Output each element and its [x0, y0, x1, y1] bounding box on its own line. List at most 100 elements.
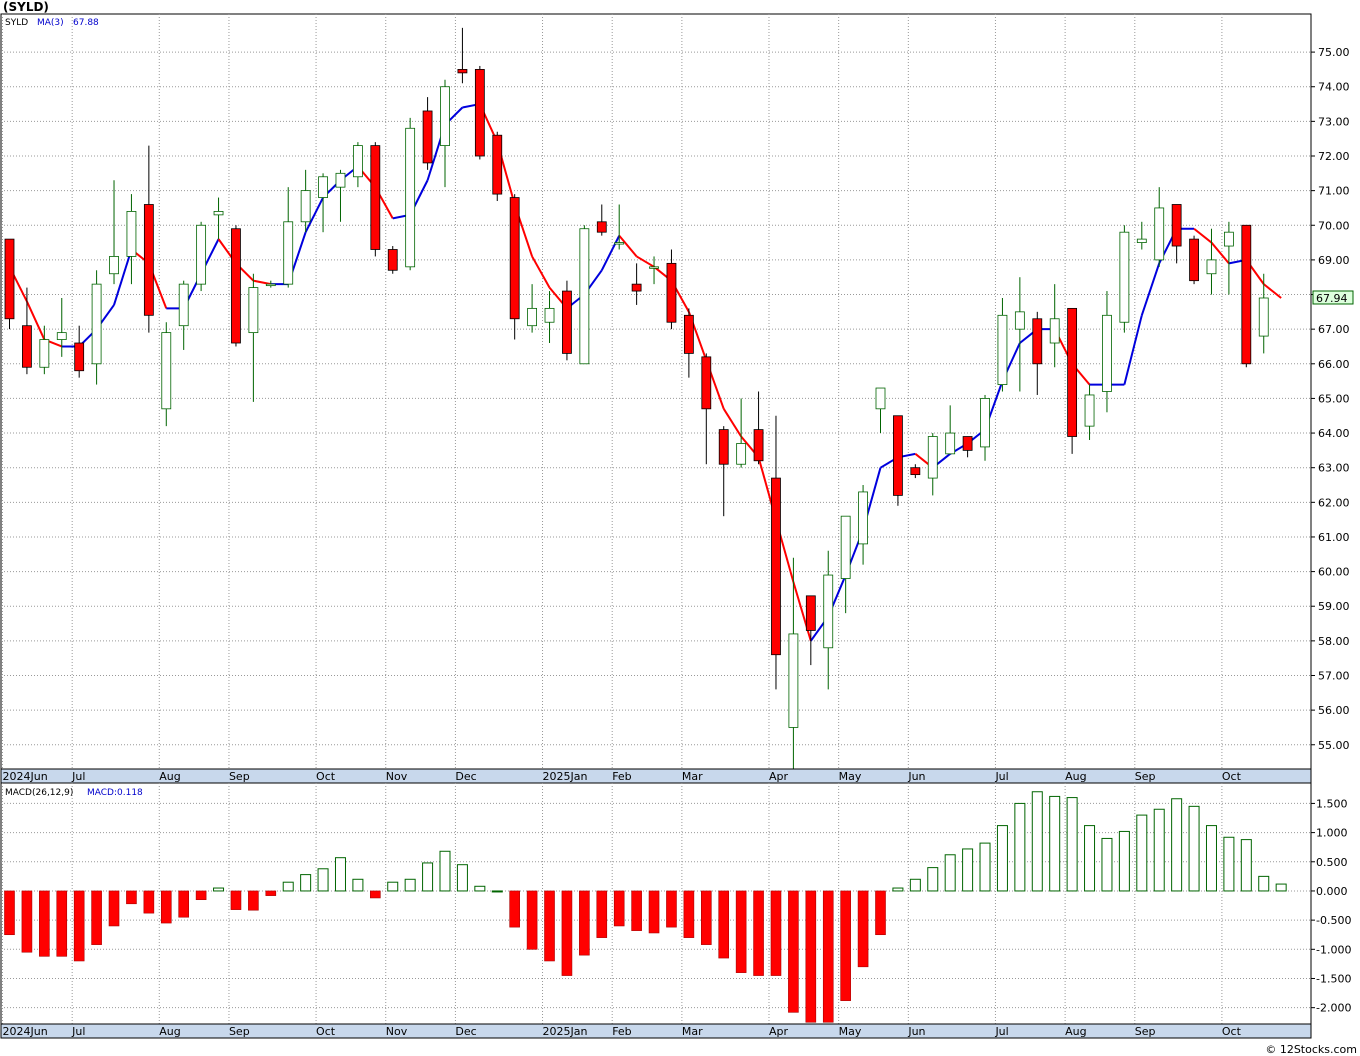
macd-bar-positive: [1275, 883, 1287, 892]
candle-body-up: [788, 633, 799, 728]
date-labels-bottom: 2024Jun Jul Aug Sep Oct Nov Dec 2025Jan Feb Mar Ap…: [3, 1025, 1242, 1038]
candle-body-down: [718, 429, 729, 465]
candle-body-down: [457, 69, 468, 74]
candle-body-up: [544, 307, 555, 323]
macd-bar-positive: [1188, 805, 1200, 892]
candle-body-up: [248, 287, 259, 334]
macd-bar-negative: [178, 890, 189, 918]
month-label: Oct: [316, 1025, 336, 1038]
month-label: Aug: [159, 1025, 180, 1038]
candle-body-down: [1171, 204, 1182, 247]
candle-body-up: [527, 307, 537, 327]
candle-body-up: [875, 387, 886, 410]
month-label: May: [839, 770, 862, 783]
price-tick-label: 73.00: [1318, 115, 1350, 128]
month-label: Sep: [1135, 770, 1156, 783]
month-label: Jul: [994, 770, 1008, 783]
candle-body-down: [492, 134, 503, 195]
price-tick-label: 57.00: [1318, 669, 1350, 682]
candle-body-up: [39, 339, 50, 368]
month-label: 2025Jan: [543, 1025, 588, 1038]
price-panel-frame: [0, 13, 1312, 770]
candle-body-up: [1224, 231, 1234, 247]
macd-bar-negative: [822, 890, 834, 1023]
candle-body-up: [736, 443, 747, 465]
candle-body-up: [579, 228, 590, 365]
macd-bar-positive: [1153, 808, 1165, 892]
macd-bar-positive: [1049, 795, 1061, 892]
candle-body-down: [596, 221, 607, 233]
ma3-segment: [600, 235, 621, 271]
candle-body-up: [178, 283, 189, 327]
candle-body-up: [126, 211, 137, 257]
candle-body-down: [1067, 307, 1078, 437]
ma3-segment: [1210, 241, 1230, 265]
month-label: May: [839, 1025, 862, 1038]
macd-bar-negative: [126, 890, 137, 905]
date-bar-bottom: [0, 1023, 1312, 1039]
candle-body-up: [161, 332, 172, 410]
macd-bar-positive: [404, 878, 416, 892]
price-tick-label: 66.00: [1318, 358, 1350, 371]
price-tick-label: 70.00: [1318, 219, 1350, 232]
candle-body-down: [753, 429, 764, 462]
month-label: Apr: [769, 770, 789, 783]
candle-body-up: [614, 242, 625, 245]
macd-bar-negative: [195, 890, 207, 901]
macd-axis: -2.000 -1.500 -1.000 -0.500 0.000 0.500 1.000 1…: [1311, 797, 1351, 1015]
macd-bar-negative: [700, 890, 712, 945]
candle-body-up: [1206, 259, 1217, 275]
macd-tick-label: 0.000: [1316, 885, 1348, 898]
price-tick-label: 64.00: [1318, 427, 1350, 440]
macd-panel: -2.000 -1.500 -1.000 -0.500 0.000 0.500 1.000 1…: [0, 782, 1351, 1025]
ma3-segment: [304, 197, 324, 233]
macd-bar-negative: [230, 890, 242, 910]
macd-bar-positive: [1066, 797, 1078, 892]
macd-bar-negative: [265, 890, 277, 896]
candle-body-up: [1258, 297, 1269, 337]
ma3-segment: [253, 279, 271, 286]
ma3-segment: [1193, 227, 1213, 244]
macd-bar-positive: [1223, 836, 1235, 892]
macd-bar-negative: [39, 890, 50, 957]
ma3-segment: [113, 249, 133, 306]
legend-ma-value: 67.88: [73, 18, 99, 28]
price-tick-label: 72.00: [1318, 150, 1350, 163]
macd-bar-positive: [1136, 814, 1148, 892]
candle-body-down: [771, 477, 781, 656]
month-label: Jul: [994, 1025, 1008, 1038]
ma3-segment: [1263, 283, 1282, 299]
date-bar-top: [0, 768, 1312, 784]
month-label: Mar: [682, 1025, 703, 1038]
macd-bar-negative: [370, 890, 381, 899]
macd-bar-positive: [1258, 875, 1270, 892]
price-tick-label: 63.00: [1318, 462, 1350, 475]
legend-ma-label: MA(3): [37, 18, 64, 28]
candle-body-down: [631, 283, 642, 292]
candle-body-up: [91, 283, 102, 365]
macd-bar-negative: [683, 890, 695, 938]
macd-bar-positive: [1205, 825, 1217, 892]
candle-body-up: [997, 314, 1008, 385]
price-panel: 55.00 56.00 57.00 58.00 59.00 60.00 61.00 62.00…: [0, 13, 1354, 773]
macd-tick-label: 0.500: [1316, 856, 1348, 869]
price-tick-label: 74.00: [1318, 81, 1350, 94]
macd-bar-negative: [21, 890, 33, 953]
month-label: 2025Jan: [543, 770, 588, 783]
price-tick-label: 67.00: [1318, 323, 1350, 336]
month-label: Jun: [907, 770, 925, 783]
macd-bar-negative: [840, 890, 851, 1001]
candle-body-down: [231, 228, 241, 344]
candle-body-up: [1014, 311, 1025, 330]
macd-bar-positive: [979, 842, 991, 892]
price-tick-label: 75.00: [1318, 46, 1350, 59]
macd-bar-negative: [56, 890, 68, 957]
month-label: Aug: [159, 770, 180, 783]
chart-title: (SYLD): [3, 0, 49, 14]
month-label: Nov: [386, 770, 408, 783]
date-labels-top: 2024Jun Jul Aug Sep Oct Nov Dec 2025Jan Feb Mar Ap…: [3, 770, 1242, 783]
price-tick-label: 71.00: [1318, 185, 1350, 198]
candle-body-up: [945, 432, 956, 455]
candle-body-up: [1049, 318, 1060, 344]
